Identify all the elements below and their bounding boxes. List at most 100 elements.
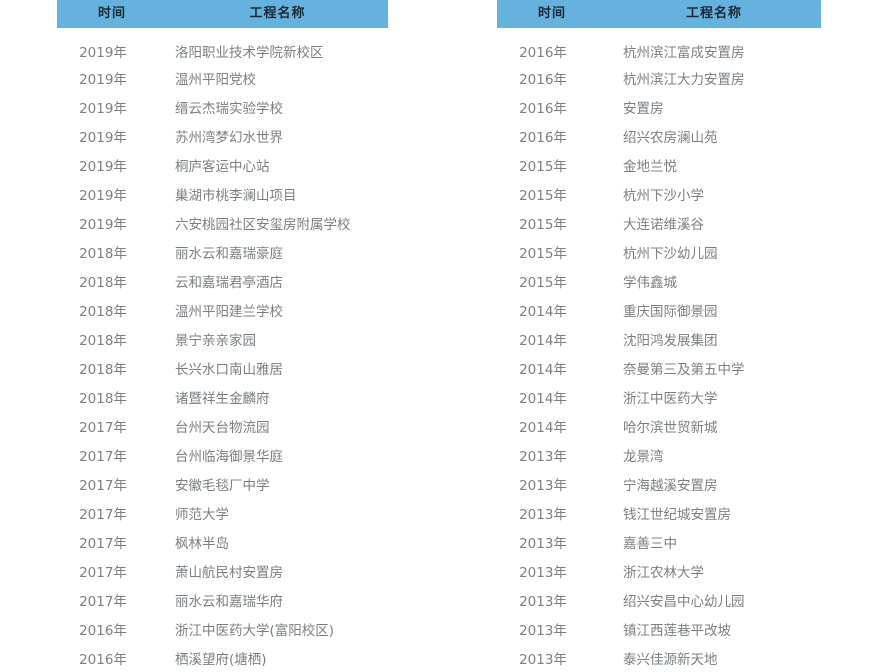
table-row: 2015年 金地兰悦: [497, 150, 821, 179]
column-header-project-name: 工程名称: [607, 0, 821, 28]
cell-time: 2017年: [57, 556, 167, 585]
table-row: 2016年 杭州滨江大力安置房: [497, 63, 821, 92]
cell-time: 2017年: [57, 411, 167, 440]
cell-time: 2016年: [497, 92, 607, 121]
cell-project-name: 台州天台物流园: [167, 411, 388, 440]
cell-project-name: 丽水云和嘉瑞豪庭: [167, 237, 388, 266]
cell-time: 2014年: [497, 353, 607, 382]
cell-project-name: 杭州下沙小学: [607, 179, 821, 208]
cell-time: 2014年: [497, 411, 607, 440]
cell-project-name: 云和嘉瑞君亭酒店: [167, 266, 388, 295]
table-row: 2014年 沈阳鸿发展集团: [497, 324, 821, 353]
table-row: 2015年 大连诺维溪谷: [497, 208, 821, 237]
table-row: 2017年 安徽毛毯厂中学: [57, 469, 388, 498]
cell-time: 2019年: [57, 179, 167, 208]
table-row: 2019年 巢湖市桃李澜山项目: [57, 179, 388, 208]
cell-project-name: 大连诺维溪谷: [607, 208, 821, 237]
cell-project-name: 绍兴安昌中心幼儿园: [607, 585, 821, 614]
cell-project-name: 苏州湾梦幻水世界: [167, 121, 388, 150]
projects-table-left-block: 时间 工程名称 2019年 洛阳职业技术学院新校区 2019年 温州平阳党校 2019年…: [57, 0, 388, 672]
cell-time: 2013年: [497, 498, 607, 527]
cell-time: 2017年: [57, 469, 167, 498]
table-row: 2014年 奈曼第三及第五中学: [497, 353, 821, 382]
cell-time: 2017年: [57, 498, 167, 527]
cell-project-name: 浙江中医药大学: [607, 382, 821, 411]
table-row: 2017年 师范大学: [57, 498, 388, 527]
table-row: 2019年 桐庐客运中心站: [57, 150, 388, 179]
cell-project-name: 绍兴农房澜山苑: [607, 121, 821, 150]
table-row: 2013年 浙江农林大学: [497, 556, 821, 585]
cell-project-name: 师范大学: [167, 498, 388, 527]
cell-time: 2018年: [57, 324, 167, 353]
table-row: 2018年 长兴水口南山雅居: [57, 353, 388, 382]
cell-time: 2016年: [57, 614, 167, 643]
column-header-time: 时间: [57, 0, 167, 28]
table-row: 2014年 哈尔滨世贸新城: [497, 411, 821, 440]
project-list-page: 时间 工程名称 2019年 洛阳职业技术学院新校区 2019年 温州平阳党校 2019年…: [57, 0, 821, 668]
table-row: 2018年 丽水云和嘉瑞豪庭: [57, 237, 388, 266]
cell-time: 2014年: [497, 324, 607, 353]
cell-time: 2018年: [57, 266, 167, 295]
cell-time: 2017年: [57, 527, 167, 556]
table-row: 2015年 学伟鑫城: [497, 266, 821, 295]
cell-project-name: 泰兴佳源新天地: [607, 643, 821, 672]
cell-time: 2016年: [497, 121, 607, 150]
cell-time: 2019年: [57, 150, 167, 179]
table-row: 2015年 杭州下沙小学: [497, 179, 821, 208]
cell-time: 2018年: [57, 237, 167, 266]
cell-project-name: 学伟鑫城: [607, 266, 821, 295]
cell-project-name: 浙江中医药大学(富阳校区): [167, 614, 388, 643]
cell-time: 2013年: [497, 556, 607, 585]
cell-project-name: 龙景湾: [607, 440, 821, 469]
cell-project-name: 桐庐客运中心站: [167, 150, 388, 179]
cell-time: 2018年: [57, 295, 167, 324]
cell-time: 2017年: [57, 585, 167, 614]
cell-time: 2015年: [497, 150, 607, 179]
table-body-right: 2016年 杭州滨江富成安置房 2016年 杭州滨江大力安置房 2016年 安置房 2016…: [497, 28, 821, 672]
cell-project-name: 奈曼第三及第五中学: [607, 353, 821, 382]
cell-project-name: 金地兰悦: [607, 150, 821, 179]
cell-project-name: 长兴水口南山雅居: [167, 353, 388, 382]
cell-project-name: 栖溪望府(塘栖): [167, 643, 388, 672]
cell-time: 2015年: [497, 237, 607, 266]
column-header-project-name: 工程名称: [167, 0, 388, 28]
cell-project-name: 重庆国际御景园: [607, 295, 821, 324]
table-row: 2017年 丽水云和嘉瑞华府: [57, 585, 388, 614]
cell-project-name: 沈阳鸿发展集团: [607, 324, 821, 353]
cell-project-name: 枫林半岛: [167, 527, 388, 556]
table-row: 2017年 台州临海御景华庭: [57, 440, 388, 469]
cell-time: 2018年: [57, 353, 167, 382]
cell-time: 2016年: [497, 28, 607, 63]
table-row: 2016年 杭州滨江富成安置房: [497, 28, 821, 63]
cell-project-name: 嘉善三中: [607, 527, 821, 556]
table-row: 2013年 钱江世纪城安置房: [497, 498, 821, 527]
cell-project-name: 诸暨祥生金麟府: [167, 382, 388, 411]
table-header-row: 时间 工程名称: [497, 0, 821, 28]
cell-time: 2016年: [497, 63, 607, 92]
cell-time: 2019年: [57, 208, 167, 237]
column-header-time: 时间: [497, 0, 607, 28]
cell-project-name: 六安桃园社区安玺房附属学校: [167, 208, 388, 237]
cell-time: 2017年: [57, 440, 167, 469]
projects-table-right: 时间 工程名称 2016年 杭州滨江富成安置房 2016年 杭州滨江大力安置房 2016…: [497, 0, 821, 672]
cell-time: 2015年: [497, 179, 607, 208]
table-row: 2017年 萧山航民村安置房: [57, 556, 388, 585]
cell-time: 2019年: [57, 28, 167, 63]
table-row: 2018年 云和嘉瑞君亭酒店: [57, 266, 388, 295]
cell-project-name: 丽水云和嘉瑞华府: [167, 585, 388, 614]
cell-project-name: 景宁亲亲家园: [167, 324, 388, 353]
cell-time: 2013年: [497, 614, 607, 643]
table-row: 2018年 诸暨祥生金麟府: [57, 382, 388, 411]
table-row: 2013年 嘉善三中: [497, 527, 821, 556]
table-row: 2013年 龙景湾: [497, 440, 821, 469]
table-row: 2015年 杭州下沙幼儿园: [497, 237, 821, 266]
cell-time: 2013年: [497, 469, 607, 498]
table-row: 2019年 缙云杰瑞实验学校: [57, 92, 388, 121]
table-row: 2016年 安置房: [497, 92, 821, 121]
cell-project-name: 镇江西莲巷平改坡: [607, 614, 821, 643]
table-row: 2013年 镇江西莲巷平改坡: [497, 614, 821, 643]
cell-project-name: 台州临海御景华庭: [167, 440, 388, 469]
cell-time: 2013年: [497, 527, 607, 556]
table-row: 2017年 枫林半岛: [57, 527, 388, 556]
cell-time: 2019年: [57, 121, 167, 150]
